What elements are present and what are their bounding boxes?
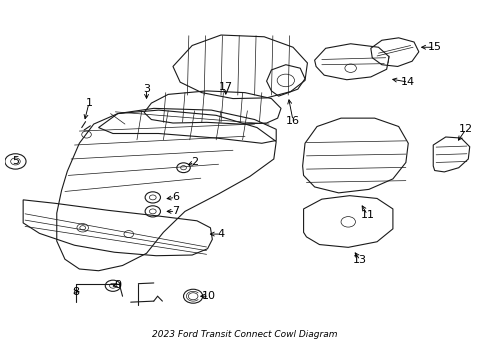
Text: 11: 11 [361,210,374,220]
Text: 6: 6 [172,192,179,202]
Text: 10: 10 [202,291,216,301]
Text: 15: 15 [428,42,441,52]
Text: 2023 Ford Transit Connect Cowl Diagram: 2023 Ford Transit Connect Cowl Diagram [152,330,338,339]
Text: 5: 5 [12,156,19,166]
Text: 16: 16 [286,116,300,126]
Text: 8: 8 [73,287,79,297]
Text: 4: 4 [218,229,224,239]
Text: 9: 9 [114,280,122,290]
Text: 7: 7 [172,206,179,216]
Text: 14: 14 [401,77,416,87]
Text: 13: 13 [353,255,367,265]
Text: 12: 12 [459,124,473,134]
Text: 2: 2 [191,157,198,167]
Text: 3: 3 [143,84,150,94]
Text: 17: 17 [219,82,233,93]
Text: 1: 1 [85,98,93,108]
